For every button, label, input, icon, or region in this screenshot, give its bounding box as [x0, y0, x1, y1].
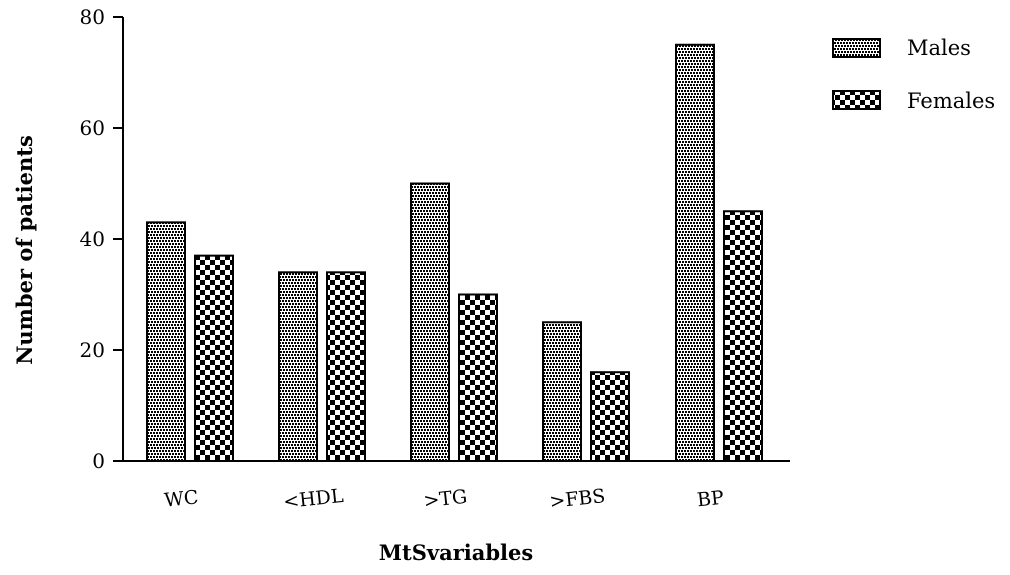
legend-label-males: Males: [907, 36, 971, 60]
y-tick-label: 60: [80, 116, 105, 140]
bar-males-1: [278, 271, 318, 462]
x-category-label: >FBS: [548, 485, 606, 513]
y-tick-label: 0: [92, 449, 105, 473]
x-category-label: WC: [163, 486, 199, 511]
legend-swatch-males: [832, 38, 881, 58]
y-tick-label: 80: [80, 5, 105, 29]
y-axis-title: Number of patients: [12, 135, 37, 365]
x-category-label: >TG: [422, 486, 468, 512]
x-category-label: BP: [696, 487, 725, 512]
x-axis-title: MtSvariables: [379, 540, 533, 565]
bar-females-0: [194, 254, 234, 462]
y-tick-label: 40: [80, 227, 105, 251]
bars: [146, 43, 763, 463]
y-tick-label: 20: [80, 338, 105, 362]
bar-males-2: [410, 182, 450, 462]
bar-males-4: [675, 43, 715, 462]
bar-males-0: [146, 221, 186, 462]
bar-females-2: [458, 293, 498, 462]
bar-females-4: [723, 210, 763, 462]
bar-females-3: [590, 371, 630, 463]
legend: Males Females: [832, 36, 995, 113]
legend-swatch-females: [832, 90, 881, 110]
x-axis-labels: WC <HDL >TG >FBS BP: [163, 485, 725, 513]
bar-males-3: [542, 321, 582, 462]
legend-label-females: Females: [907, 89, 995, 113]
bar-females-1: [326, 271, 366, 462]
y-axis-ticks: 0 20 40 60 80: [80, 5, 123, 473]
x-category-label: <HDL: [282, 485, 345, 513]
